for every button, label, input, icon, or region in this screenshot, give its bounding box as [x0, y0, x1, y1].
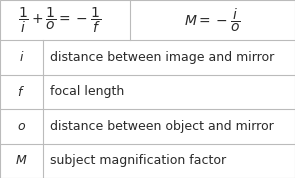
Text: $i$: $i$	[19, 50, 24, 64]
Text: $f$: $f$	[17, 85, 25, 99]
Text: $M$: $M$	[15, 154, 28, 167]
Text: focal length: focal length	[50, 85, 124, 98]
Text: $\dfrac{1}{i} + \dfrac{1}{o} = -\dfrac{1}{f}$: $\dfrac{1}{i} + \dfrac{1}{o} = -\dfrac{1…	[18, 5, 101, 35]
Text: distance between object and mirror: distance between object and mirror	[50, 120, 274, 133]
Text: subject magnification factor: subject magnification factor	[50, 154, 226, 167]
Text: $o$: $o$	[17, 120, 26, 133]
Text: distance between image and mirror: distance between image and mirror	[50, 51, 274, 64]
Text: $M = -\dfrac{i}{o}$: $M = -\dfrac{i}{o}$	[184, 6, 241, 34]
